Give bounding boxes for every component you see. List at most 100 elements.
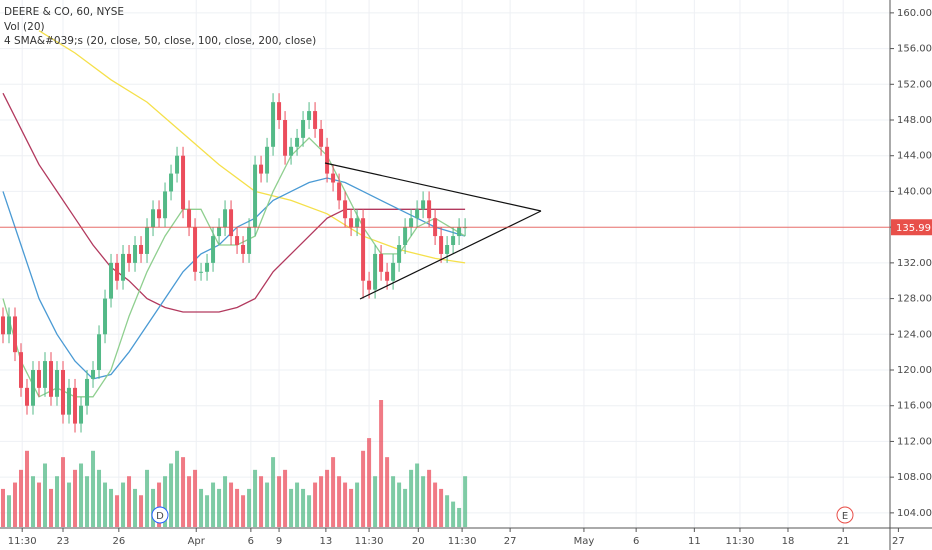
candle-body bbox=[55, 370, 60, 397]
volume-bar bbox=[427, 469, 432, 527]
x-tick-label: 20 bbox=[412, 536, 425, 547]
volume-bar bbox=[145, 469, 150, 527]
volume-bar bbox=[115, 495, 120, 527]
candle-body bbox=[451, 236, 456, 246]
candle-body bbox=[91, 370, 96, 379]
sma-line bbox=[2, 177, 466, 380]
x-tick-label: 11 bbox=[688, 536, 701, 547]
volume-bar bbox=[295, 482, 300, 527]
volume-bar bbox=[349, 488, 354, 527]
candle-body bbox=[325, 146, 330, 174]
candle-body bbox=[295, 137, 300, 147]
volume-bar bbox=[133, 488, 138, 527]
volume-label: Vol (20) bbox=[4, 21, 45, 33]
candle-body bbox=[43, 361, 48, 388]
dividend-marker-label[interactable]: D bbox=[156, 511, 164, 522]
x-tick-label: 11:30 bbox=[8, 536, 37, 547]
volume-bar bbox=[85, 476, 90, 527]
candle-body bbox=[307, 111, 312, 121]
candle-body bbox=[283, 120, 288, 156]
volume-bar bbox=[283, 469, 288, 527]
volume-bar bbox=[139, 495, 144, 527]
volume-bar bbox=[445, 495, 450, 527]
x-tick-label: 11:30 bbox=[355, 536, 384, 547]
volume-bar bbox=[31, 476, 36, 527]
x-tick-label: 11:30 bbox=[726, 536, 755, 547]
x-tick-label: Apr bbox=[188, 536, 206, 547]
candle-body bbox=[97, 334, 102, 371]
candle-body bbox=[139, 245, 144, 254]
candle-body bbox=[103, 298, 108, 335]
y-tick-label: 108.00 bbox=[897, 472, 932, 483]
volume-bar bbox=[103, 482, 108, 527]
sma-line bbox=[2, 92, 466, 313]
candle-body bbox=[205, 262, 210, 272]
volume-bar bbox=[409, 469, 414, 527]
x-tick-label: 11:30 bbox=[448, 536, 477, 547]
volume-bar bbox=[55, 476, 60, 527]
trend-line bbox=[324, 162, 542, 212]
volume-bar bbox=[127, 476, 132, 527]
volume-bar bbox=[217, 488, 222, 527]
volume-bar bbox=[421, 476, 426, 527]
triangle-drawing bbox=[324, 162, 542, 300]
volume-bar bbox=[43, 463, 48, 527]
volume-bar bbox=[163, 476, 168, 527]
candle-body bbox=[247, 227, 252, 254]
volume-bar bbox=[61, 457, 66, 527]
x-tick-label: 6 bbox=[248, 536, 254, 547]
volume-bar bbox=[247, 488, 252, 527]
candle-body bbox=[7, 316, 12, 335]
candle-body bbox=[457, 227, 462, 237]
y-tick-label: 160.00 bbox=[897, 8, 932, 19]
volume-bar bbox=[199, 488, 204, 527]
volume-bar bbox=[121, 482, 126, 527]
candle-body bbox=[301, 120, 306, 138]
candle-body bbox=[13, 316, 18, 353]
earnings-marker[interactable] bbox=[836, 506, 854, 524]
candle-body bbox=[361, 218, 366, 281]
volume-bar bbox=[307, 495, 312, 527]
volume-bar bbox=[91, 450, 96, 527]
y-tick-label: 120.00 bbox=[897, 365, 932, 376]
volume-bar bbox=[313, 482, 318, 527]
volume-bar bbox=[1, 488, 6, 527]
candle-body bbox=[349, 218, 354, 228]
volume-bar bbox=[67, 482, 72, 527]
dividend-marker[interactable] bbox=[151, 506, 169, 524]
candle-body bbox=[25, 387, 30, 406]
y-tick-label: 140.00 bbox=[897, 186, 932, 197]
volume-bar bbox=[169, 463, 174, 527]
volume-bar bbox=[37, 482, 42, 527]
x-tick-label: 18 bbox=[782, 536, 795, 547]
x-tick-label: 13 bbox=[320, 536, 333, 547]
y-tick-label: 132.00 bbox=[897, 258, 932, 269]
volume-bar bbox=[175, 450, 180, 527]
candle-body bbox=[61, 370, 66, 415]
y-tick-label: 112.00 bbox=[897, 436, 932, 447]
candle-body bbox=[415, 209, 420, 219]
volume-bar bbox=[337, 476, 342, 527]
candle-body bbox=[331, 173, 336, 183]
candle-body bbox=[181, 155, 186, 210]
candle-body bbox=[313, 111, 318, 129]
earnings-marker-label[interactable]: E bbox=[842, 511, 848, 522]
candle-body bbox=[355, 218, 360, 228]
volume-bar bbox=[253, 469, 258, 527]
volume-bar bbox=[181, 457, 186, 527]
y-tick-label: 148.00 bbox=[897, 115, 932, 126]
volume-bar bbox=[13, 482, 18, 527]
volume-bar bbox=[403, 488, 408, 527]
volume-bar bbox=[463, 476, 468, 527]
candle-body bbox=[445, 245, 450, 254]
price-axis bbox=[890, 0, 932, 550]
sma-line bbox=[2, 136, 466, 398]
volume-bar bbox=[397, 482, 402, 527]
x-tick-label: 6 bbox=[633, 536, 639, 547]
candle-body bbox=[19, 352, 24, 388]
volume-bar bbox=[49, 488, 54, 527]
volume-bar bbox=[289, 488, 294, 527]
trend-line bbox=[359, 210, 542, 300]
